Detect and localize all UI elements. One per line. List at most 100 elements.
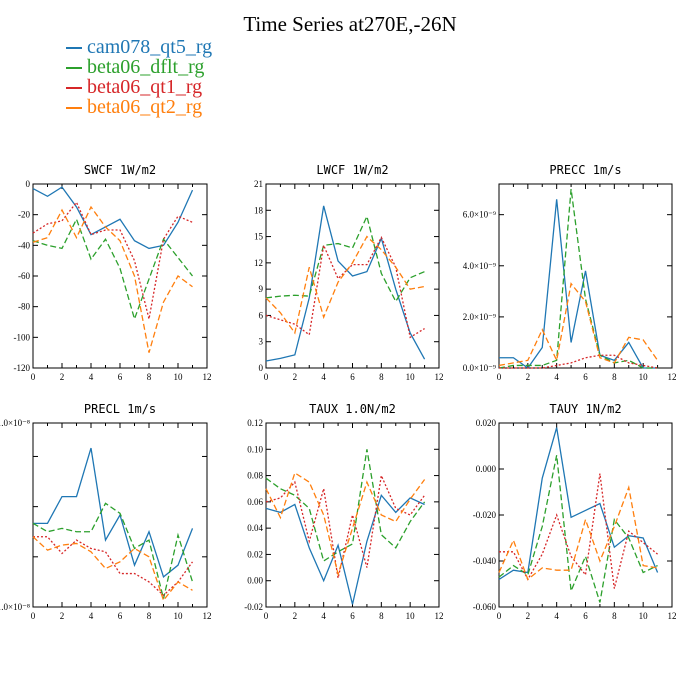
y-tick-label: 0 — [26, 179, 31, 189]
panel-title: PRECC 1m/s — [549, 163, 621, 177]
y-tick-label: 18 — [254, 205, 264, 215]
chart-main-title: Time Series at270E,-26N — [243, 12, 457, 36]
panel-2: LWCF 1W/m2 0 2 4 6 8 10 12 0 3 6 9 12 15 18 21 — [254, 163, 444, 382]
x-tick-label: 10 — [174, 611, 184, 621]
series-line-cam078_qt5_rg — [499, 199, 658, 369]
x-tick-label: 0 — [497, 611, 502, 621]
panel-title: TAUX 1.0N/m2 — [309, 402, 396, 416]
y-tick-label: -0.060 — [473, 602, 497, 612]
x-tick-label: 8 — [379, 611, 384, 621]
y-tick-label: 0.00 — [247, 576, 263, 586]
y-tick-label: 6.0×10⁻⁹ — [463, 210, 496, 220]
y-tick-label: 0.020 — [476, 418, 497, 428]
x-tick-label: 8 — [379, 372, 384, 382]
y-tick-label: -40 — [18, 240, 30, 250]
x-tick-label: 0 — [31, 372, 36, 382]
x-tick-label: 0 — [264, 611, 269, 621]
plot-frame — [32, 183, 208, 369]
series-line-cam078_qt5_rg — [32, 186, 194, 250]
x-tick-label: 2 — [526, 611, 531, 621]
legend-item-cam078: cam078_qt5_rg — [66, 37, 212, 57]
x-tick-label: 10 — [406, 372, 416, 382]
y-tick-label: -80 — [18, 302, 30, 312]
x-tick-label: 4 — [321, 611, 326, 621]
x-tick-label: 6 — [118, 611, 123, 621]
panel-title: PRECL 1m/s — [84, 402, 156, 416]
series-line-beta06_qt2_rg — [32, 205, 193, 353]
x-tick-label: 4 — [89, 372, 94, 382]
y-tick-label: 0.02 — [247, 549, 263, 559]
series-line-beta06_qt2_rg — [32, 536, 193, 602]
x-tick-label: 6 — [350, 372, 355, 382]
series-line-beta06_dflt_rg — [32, 217, 194, 322]
x-tick-label: 10 — [406, 611, 416, 621]
x-tick-label: 4 — [321, 372, 326, 382]
y-tick-label: 4.0×10⁻⁹ — [463, 261, 496, 271]
x-tick-label: 4 — [554, 611, 559, 621]
plot-frame — [265, 422, 440, 608]
x-tick-label: 2 — [60, 611, 65, 621]
series-line-cam078_qt5_rg — [33, 447, 194, 578]
x-tick-label: 2 — [526, 372, 531, 382]
x-tick-label: 12 — [668, 611, 677, 621]
y-tick-label: -0.02 — [244, 602, 263, 612]
x-tick-label: 12 — [435, 372, 444, 382]
y-tick-label: 3 — [259, 337, 264, 347]
y-tick-label: 0.10 — [247, 444, 263, 454]
y-tick-label: 12 — [254, 258, 263, 268]
y-tick-label: 0.0×10⁻⁹ — [463, 363, 496, 373]
y-tick-label: 0.04 — [247, 523, 263, 533]
x-tick-label: 8 — [612, 611, 617, 621]
x-tick-label: 0 — [31, 611, 36, 621]
legend-label: beta06_dflt_rg — [87, 56, 205, 78]
legend-label: cam078_qt5_rg — [87, 36, 213, 58]
legend-swatch — [66, 87, 82, 90]
legend-item-beta06-qt2: beta06_qt2_rg — [66, 97, 212, 117]
y-tick-label: 21 — [254, 179, 263, 189]
x-tick-label: 10 — [639, 611, 649, 621]
series-line-beta06_qt1_rg — [33, 536, 194, 597]
y-tick-label: 0.12 — [247, 418, 263, 428]
x-tick-label: 12 — [435, 611, 444, 621]
panel-1: SWCF 1W/m2 0 2 4 6 8 10 12 0 -20 -40 -60 -80 -100 -120 — [14, 163, 212, 382]
series-line-beta06_dflt_rg — [498, 189, 658, 369]
x-tick-label: 6 — [583, 611, 588, 621]
panel-title: TAUY 1N/m2 — [549, 402, 621, 416]
panel-4: PRECL 1m/s 0 2 4 6 8 10 12 1.0×10⁻⁸ 1.0×10⁻⁸ — [0, 402, 212, 621]
panel-title: SWCF 1W/m2 — [84, 163, 156, 177]
series-line-beta06_qt1_rg — [265, 473, 426, 579]
y-tick-label: 2.0×10⁻⁹ — [463, 312, 496, 322]
series-line-beta06_dflt_rg — [32, 502, 194, 599]
y-tick-label: -60 — [18, 271, 30, 281]
plot-frame — [498, 183, 673, 369]
legend-label: beta06_qt2_rg — [87, 96, 203, 118]
x-tick-label: 2 — [60, 372, 65, 382]
x-tick-label: 8 — [612, 372, 617, 382]
y-tick-label: 0.08 — [247, 471, 263, 481]
y-tick-label: -0.040 — [473, 556, 497, 566]
series-line-beta06_qt2_rg — [498, 484, 658, 581]
x-tick-label: 12 — [203, 611, 212, 621]
x-tick-label: 6 — [583, 372, 588, 382]
x-tick-label: 6 — [118, 372, 123, 382]
series-line-beta06_qt1_rg — [499, 473, 658, 589]
x-tick-label: 0 — [497, 372, 502, 382]
y-tick-label: 0.06 — [247, 497, 263, 507]
y-tick-label: 0 — [259, 363, 264, 373]
series-line-beta06_dflt_rg — [265, 449, 426, 563]
panel-6: TAUY 1N/m2 0 2 4 6 8 10 12 -0.060 -0.040 -0.020 0.0… — [473, 402, 677, 621]
x-tick-label: 8 — [147, 611, 152, 621]
series-line-beta06_qt1_rg — [32, 201, 193, 320]
series-line-beta06_qt2_rg — [265, 235, 425, 335]
x-tick-label: 10 — [174, 372, 184, 382]
x-tick-label: 6 — [350, 611, 355, 621]
y-tick-label: -120 — [14, 363, 31, 373]
legend: cam078_qt5_rg beta06_dflt_rg beta06_qt1_… — [66, 37, 212, 117]
legend-item-beta06-qt1: beta06_qt1_rg — [66, 77, 212, 97]
x-tick-label: 0 — [264, 372, 269, 382]
series-line-beta06_qt2_rg — [265, 471, 426, 577]
y-tick-label: 9 — [259, 284, 264, 294]
y-tick-label: 15 — [254, 232, 264, 242]
legend-item-beta06-dflt: beta06_dflt_rg — [66, 57, 212, 77]
